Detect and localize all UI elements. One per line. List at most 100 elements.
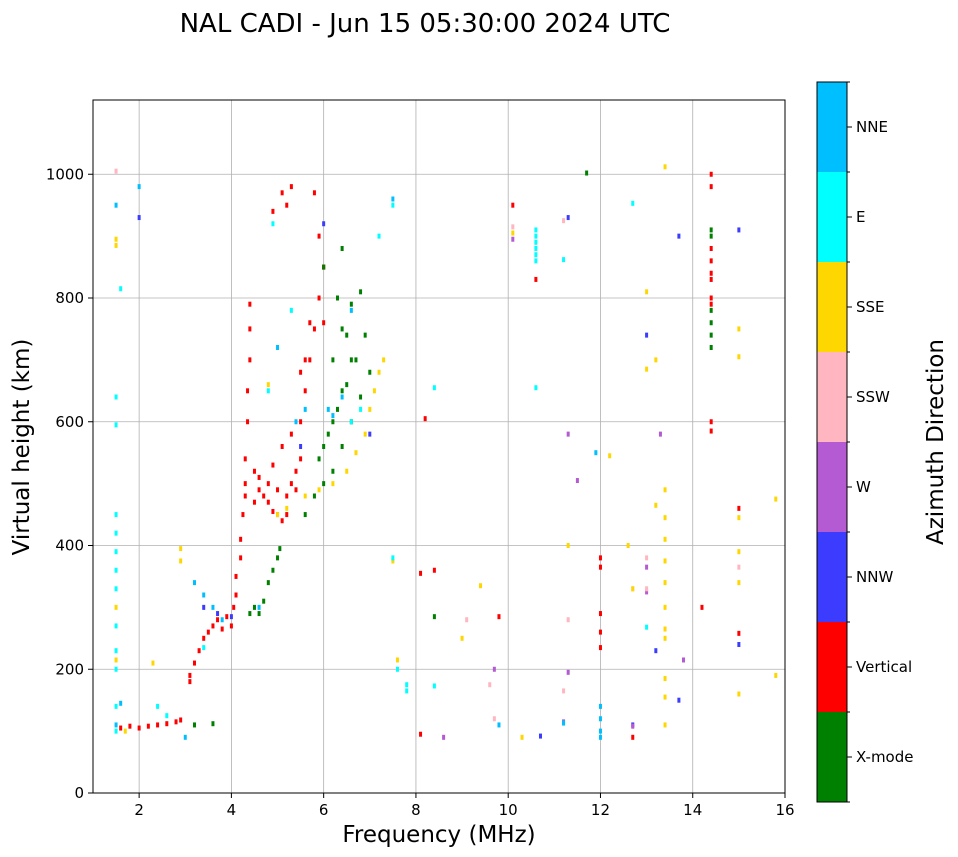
data-point-vertical (271, 508, 275, 514)
data-point-e (266, 388, 270, 394)
data-point-w (682, 657, 686, 663)
data-point-x-mode (317, 456, 321, 462)
data-point-e (405, 688, 409, 694)
data-point-sse (317, 487, 321, 493)
data-point-x-mode (340, 388, 344, 394)
data-point-x-mode (349, 301, 353, 307)
data-point-ssw (737, 564, 741, 570)
data-point-sse (663, 676, 667, 682)
data-point-nnw (368, 431, 372, 437)
data-point-vertical (312, 190, 316, 196)
colorbar-segment-ssw (817, 352, 847, 442)
data-point-x-mode (336, 406, 340, 412)
data-point-sse (663, 635, 667, 641)
data-point-vertical (239, 536, 243, 542)
data-point-vertical (248, 326, 252, 332)
data-point-x-mode (303, 512, 307, 518)
data-point-x-mode (322, 444, 326, 449)
data-point-vertical (266, 499, 270, 505)
data-point-ssw (645, 586, 649, 592)
data-point-nnw (737, 227, 741, 233)
data-point-sse (737, 326, 741, 332)
data-point-nnw (654, 648, 658, 654)
data-point-sse (663, 487, 667, 493)
colorbar: X-mode Vertical NNW W SSW SSE E NNE (816, 81, 913, 803)
colorbar-label-x-mode: X-mode (856, 748, 913, 766)
data-point-sse (645, 289, 649, 295)
data-point-x-mode (312, 493, 316, 499)
data-point-vertical (709, 258, 713, 264)
data-point-vertical (709, 301, 713, 307)
data-point-nnw (566, 215, 570, 221)
x-tick-label: 14 (683, 801, 702, 819)
data-point-sse (520, 734, 524, 740)
data-point-vertical (598, 629, 602, 635)
colorbar-segment-sse (817, 262, 847, 352)
data-point-w (645, 589, 649, 595)
data-point-vertical (308, 320, 312, 326)
data-point-e (534, 233, 538, 239)
data-point-sse (663, 694, 667, 700)
data-point-vertical (243, 481, 247, 487)
data-point-vertical (598, 645, 602, 651)
data-point-vertical (232, 604, 236, 610)
data-point-nnw (677, 697, 681, 703)
data-point-sse (114, 242, 118, 248)
data-point-e (289, 307, 293, 313)
data-point-e (202, 645, 206, 651)
data-point-x-mode (709, 307, 713, 313)
data-point-nne (391, 196, 395, 202)
data-point-x-mode (709, 320, 713, 326)
data-point-sse (382, 357, 386, 363)
data-point-vertical (280, 518, 284, 524)
data-point-e (114, 703, 118, 709)
data-point-vertical (280, 444, 284, 449)
data-point-nne (220, 617, 224, 623)
data-point-x-mode (585, 170, 589, 176)
data-point-nne (331, 413, 335, 419)
data-point-nne (114, 722, 118, 728)
data-point-vertical (289, 481, 293, 487)
data-point-e (534, 246, 538, 251)
data-point-e (114, 623, 118, 629)
data-point-vertical (225, 614, 229, 620)
data-point-vertical (271, 208, 275, 214)
data-point-e (114, 648, 118, 654)
data-point-sse (123, 728, 127, 734)
data-point-vertical (220, 626, 224, 632)
data-point-vertical (216, 617, 220, 623)
data-point-w (492, 666, 496, 672)
data-point-e (377, 233, 381, 239)
data-point-e (395, 666, 399, 672)
data-point-vertical (737, 630, 741, 636)
colorbar-label-w: W (856, 478, 871, 496)
data-point-vertical (241, 512, 245, 518)
data-point-vertical (246, 419, 250, 425)
data-point-vertical (206, 629, 210, 635)
data-point-nnw (538, 733, 542, 739)
data-point-vertical (709, 246, 713, 251)
data-point-vertical (146, 723, 150, 729)
y-tick-label: 600 (55, 413, 84, 431)
data-point-vertical (128, 723, 132, 729)
data-point-vertical (423, 416, 427, 422)
data-point-vertical (192, 660, 196, 666)
data-point-e (534, 227, 538, 233)
x-tick-label: 10 (499, 801, 518, 819)
data-point-e (119, 286, 123, 292)
data-point-vertical (229, 623, 233, 629)
data-point-nnw (216, 611, 220, 617)
data-point-vertical (257, 487, 261, 493)
data-point-x-mode (709, 345, 713, 350)
plot-frame (92, 99, 786, 794)
data-point-x-mode (211, 721, 215, 727)
data-point-e (114, 512, 118, 518)
data-point-w (658, 431, 662, 437)
colorbar-label-sse: SSE (856, 298, 885, 316)
data-point-nne (192, 580, 196, 586)
plot-background (93, 100, 785, 793)
data-point-vertical (285, 512, 289, 518)
data-point-ssw (566, 617, 570, 623)
data-point-sse (395, 657, 399, 663)
